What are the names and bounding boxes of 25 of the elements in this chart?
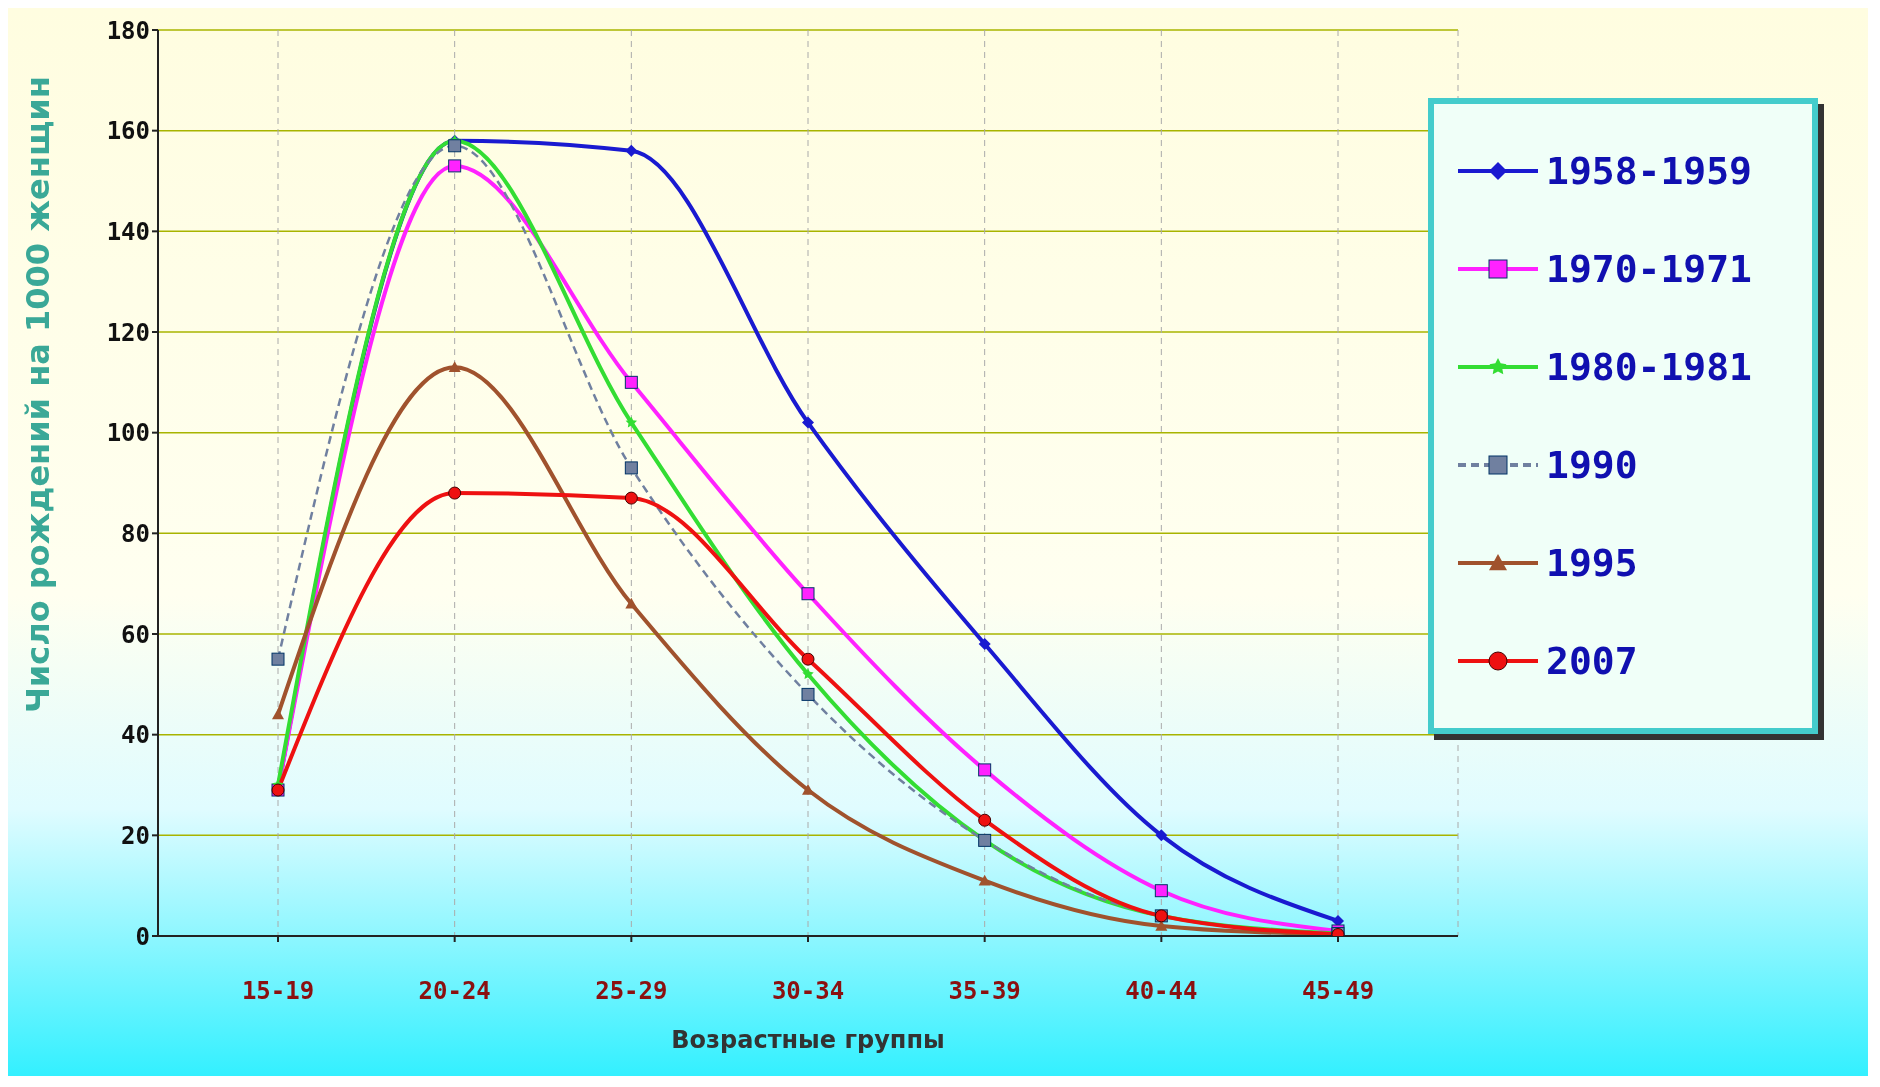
x-tick-label: 20-24 bbox=[418, 977, 491, 1006]
y-tick-label: 80 bbox=[121, 519, 150, 548]
legend-label: 1980-1981 bbox=[1546, 345, 1752, 389]
y-tick-label: 120 bbox=[106, 318, 150, 347]
y-tick-label: 140 bbox=[106, 217, 150, 246]
y-tick-label: 100 bbox=[106, 419, 150, 448]
legend-label: 1995 bbox=[1546, 541, 1638, 585]
x-tick-label: 35-39 bbox=[948, 977, 1021, 1006]
x-tick-label: 25-29 bbox=[595, 977, 668, 1006]
y-tick-label: 20 bbox=[121, 821, 150, 850]
x-axis-title: Возрастные группы bbox=[671, 1026, 945, 1054]
legend-label: 1990 bbox=[1546, 443, 1638, 487]
legend-label: 1970-1971 bbox=[1546, 247, 1752, 291]
y-tick-label: 180 bbox=[106, 16, 150, 45]
y-tick-label: 60 bbox=[121, 620, 150, 649]
x-tick-label: 45-49 bbox=[1301, 977, 1375, 1006]
x-tick-label: 15-19 bbox=[241, 977, 315, 1006]
y-tick-label: 160 bbox=[106, 117, 150, 146]
legend-label: 2007 bbox=[1546, 639, 1638, 683]
x-tick-label: 40-44 bbox=[1125, 977, 1198, 1006]
y-tick-label: 40 bbox=[121, 721, 150, 750]
y-axis-title: Число рождений на 1000 женщин bbox=[19, 76, 58, 713]
y-tick-label: 0 bbox=[135, 922, 150, 951]
legend-label: 1958-1959 bbox=[1546, 149, 1752, 193]
x-tick-label: 30-34 bbox=[771, 977, 845, 1006]
